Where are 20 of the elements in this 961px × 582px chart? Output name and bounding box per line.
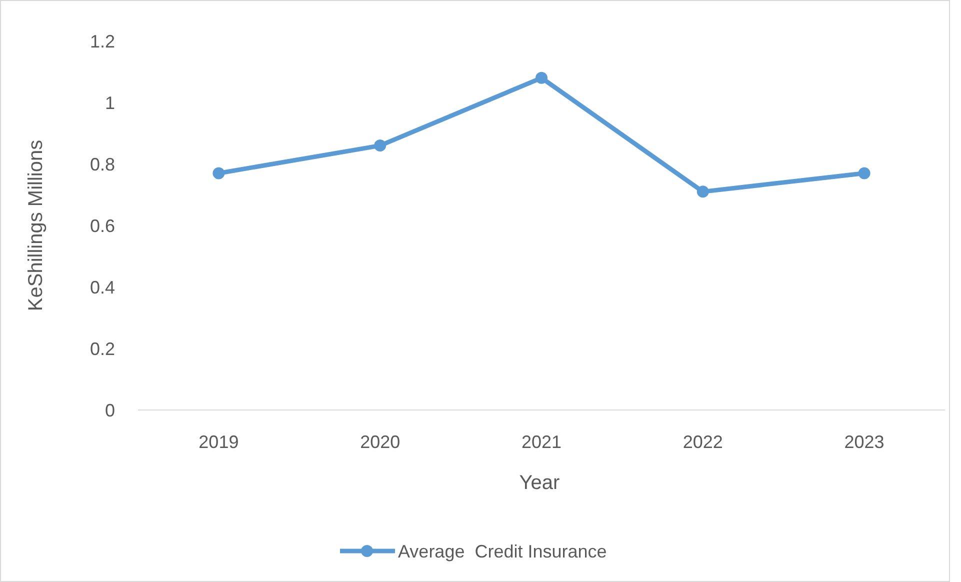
point [858,167,870,180]
y-tick-label: 1 [104,92,115,113]
y-tick-label: 1.2 [90,31,115,52]
y-tick-label: 0.2 [90,338,115,359]
point [374,140,386,152]
legend-label: Average Credit Insurance [398,541,607,562]
y-tick-label: 0.6 [90,216,115,236]
x-tick-label: 2021 [521,432,562,452]
y-tick-label: 0 [104,400,115,420]
point [212,167,225,180]
point [696,186,709,198]
x-tick-label: 2019 [198,432,239,452]
x-tick-label: 2020 [360,432,400,452]
x-tick-label: 2023 [844,432,884,452]
y-tick-label: 0.4 [90,277,115,298]
x-axis-title: Year [519,472,560,494]
x-tick-label: 2022 [682,432,723,452]
y-tick-label: 0.8 [90,154,115,174]
point [536,72,548,84]
y-axis-title: KeShillings Millions [25,140,47,312]
